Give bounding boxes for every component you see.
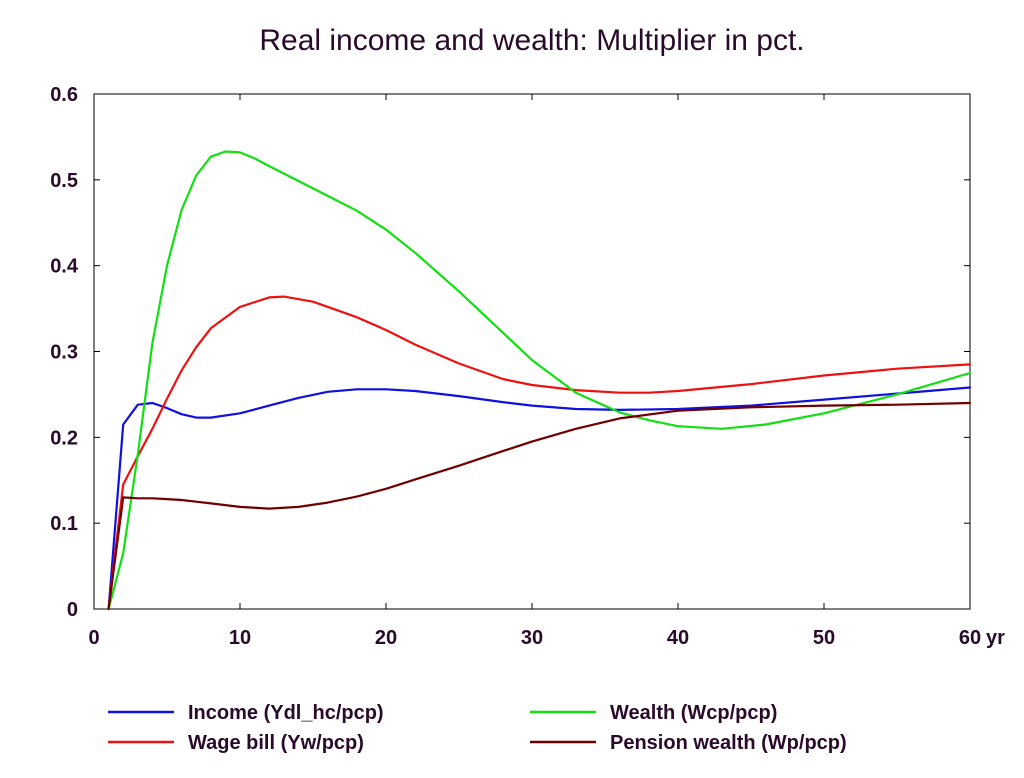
y-tick-label: 0.5 (50, 170, 78, 192)
y-tick-label: 0.1 (50, 513, 78, 535)
chart-title: Real income and wealth: Multiplier in pc… (259, 24, 804, 57)
plot-area (93, 93, 971, 610)
x-tick-label: 20 (375, 627, 397, 649)
y-tick-label: 0.3 (50, 342, 78, 364)
axis-ticks: 0 0.1 0.2 0.3 0.4 0.5 0.6 0 10 20 30 40 50 60 yr (50, 84, 1005, 649)
y-tick-label: 0.6 (50, 84, 78, 106)
legend-item: Income (Ydl_hc/pcp) (108, 702, 384, 724)
legend-label: Wage bill (Yw/pcp) (188, 732, 364, 754)
y-tick-label: 0.4 (50, 256, 79, 278)
legend: Income (Ydl_hc/pcp) Wage bill (Yw/pcp) Wea… (108, 702, 847, 754)
x-tick-label: 30 (521, 627, 543, 649)
x-tick-label: 60 (959, 627, 981, 649)
x-tick-label: 10 (229, 627, 251, 649)
x-tick-label: 0 (88, 627, 99, 649)
series-line-2 (107, 295, 972, 611)
plot-border (93, 93, 971, 610)
y-tick-label: 0 (67, 599, 78, 621)
legend-item: Pension wealth (Wp/pcp) (530, 732, 847, 754)
x-unit-label: yr (986, 627, 1005, 649)
legend-item: Wage bill (Yw/pcp) (108, 732, 364, 754)
x-tick-label: 50 (813, 627, 835, 649)
series-line-4 (107, 401, 972, 611)
legend-label: Pension wealth (Wp/pcp) (610, 732, 847, 754)
legend-label: Income (Ydl_hc/pcp) (188, 702, 384, 724)
series-line-1 (107, 386, 972, 611)
x-tick-label: 40 (667, 627, 689, 649)
legend-item: Wealth (Wcp/pcp) (530, 702, 777, 724)
legend-label: Wealth (Wcp/pcp) (610, 702, 777, 724)
y-tick-label: 0.2 (50, 427, 78, 449)
series-lines (107, 150, 972, 611)
series-line-3 (107, 150, 972, 611)
